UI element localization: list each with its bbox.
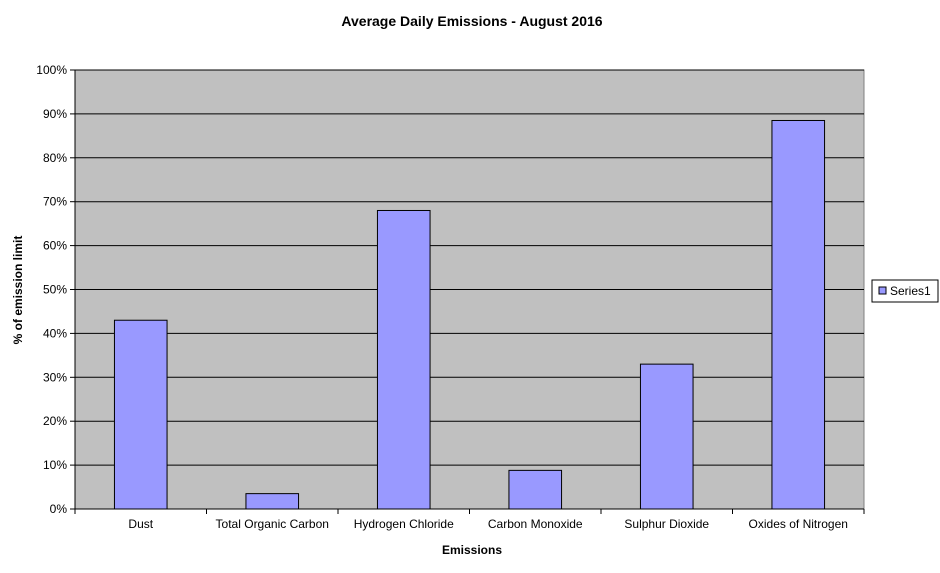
x-tick-label: Hydrogen Chloride (354, 517, 454, 531)
bar-4 (639, 363, 694, 510)
x-tick-label: Oxides of Nitrogen (749, 517, 848, 531)
y-tick-label: 60% (43, 239, 67, 253)
y-tick-label: 20% (43, 414, 67, 428)
legend: Series1 (871, 279, 939, 303)
x-tick-label: Total Organic Carbon (216, 517, 329, 531)
gridlines (75, 69, 864, 466)
y-tick-label: 100% (36, 63, 67, 77)
x-tick-label: Dust (128, 517, 153, 531)
bar-2 (376, 209, 431, 510)
chart-title: Average Daily Emissions - August 2016 (341, 13, 602, 29)
y-tick-label: 50% (43, 283, 67, 297)
y-tick-labels: 0% 10% 20% 30% 40% 50% 60% 70% 80% 90% 100% (36, 63, 67, 516)
y-tick-label: 80% (43, 151, 67, 165)
legend-label: Series1 (890, 284, 931, 298)
y-axis-title: % of emission limit (11, 236, 25, 345)
bar-1 (245, 493, 300, 510)
legend-box (871, 279, 939, 303)
x-tick-label: Sulphur Dioxide (624, 517, 709, 531)
x-tick-label: Carbon Monoxide (488, 517, 583, 531)
y-tick-label: 90% (43, 107, 67, 121)
y-tick-label: 40% (43, 326, 67, 340)
y-tick-label: 10% (43, 458, 67, 472)
bar-3 (508, 469, 563, 510)
y-tick-label: 30% (43, 370, 67, 384)
bar-0 (113, 319, 168, 510)
y-tick-label: 0% (50, 502, 68, 516)
x-tick-labels: Dust Total Organic Carbon Hydrogen Chlorid… (128, 517, 848, 531)
x-axis-title: Emissions (442, 543, 502, 557)
bar-5 (771, 119, 826, 510)
axes (70, 69, 865, 514)
y-tick-label: 70% (43, 195, 67, 209)
legend-swatch (878, 286, 887, 295)
